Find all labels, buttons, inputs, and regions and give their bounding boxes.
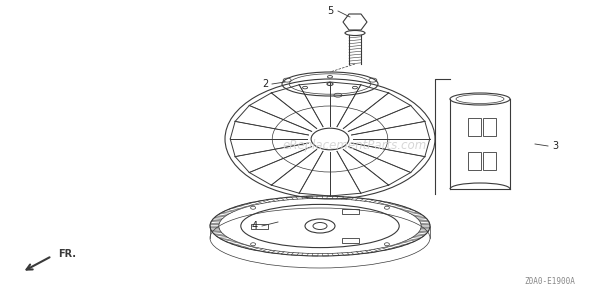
- Text: Z0A0-E1900A: Z0A0-E1900A: [524, 277, 575, 286]
- Bar: [468, 152, 481, 170]
- Text: 4: 4: [252, 221, 258, 231]
- Text: FR.: FR.: [58, 249, 76, 259]
- Text: 3: 3: [552, 141, 558, 151]
- Text: eReplacementParts.com: eReplacementParts.com: [283, 139, 427, 153]
- Bar: [483, 152, 496, 170]
- Text: 2: 2: [262, 79, 268, 89]
- Bar: [468, 118, 481, 136]
- Text: 5: 5: [327, 6, 333, 16]
- Bar: [483, 118, 496, 136]
